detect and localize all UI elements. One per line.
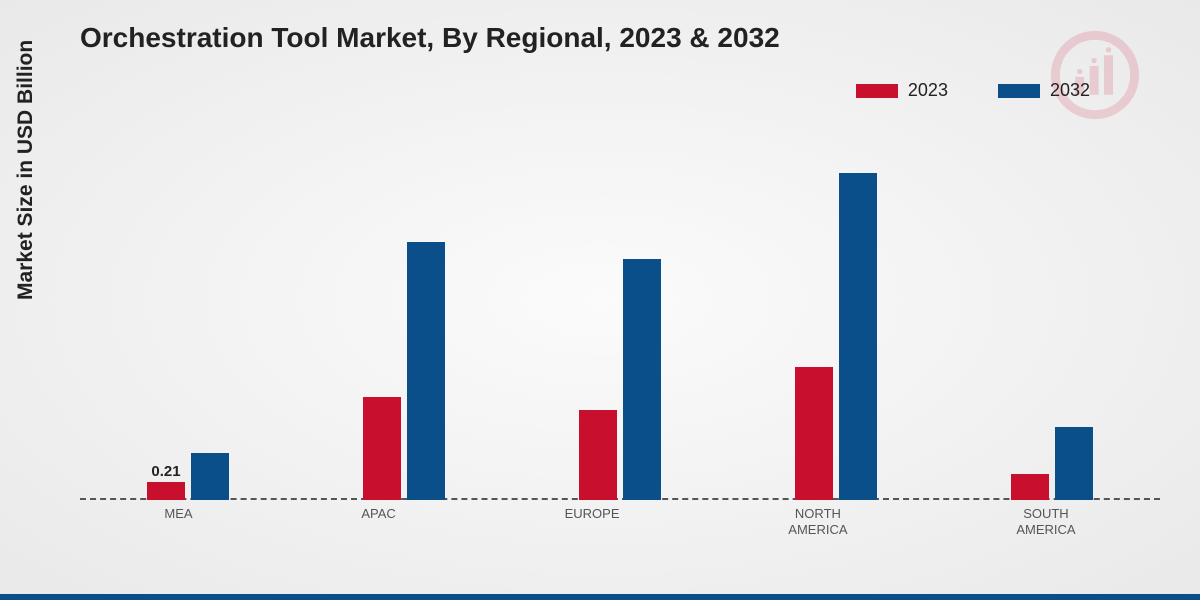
- bar-group: [795, 173, 877, 500]
- legend-swatch-2032: [998, 84, 1040, 98]
- bar-group: 0.21: [147, 453, 229, 500]
- bar-groups: 0.21: [80, 130, 1160, 500]
- bar-group: [363, 242, 445, 500]
- bar-value-label: 0.21: [151, 463, 180, 480]
- x-axis-category-label: EUROPE: [565, 500, 620, 522]
- x-axis-category-label: SOUTH AMERICA: [1016, 500, 1075, 537]
- legend-swatch-2023: [856, 84, 898, 98]
- watermark-logo: [1050, 30, 1140, 120]
- bar-2032: [1055, 427, 1093, 500]
- bar-2023: [579, 410, 617, 500]
- bar-pair: [795, 173, 877, 500]
- bar-2032: [839, 173, 877, 500]
- bottom-rule: [0, 594, 1200, 600]
- bar-2023: [795, 367, 833, 500]
- y-axis-label: Market Size in USD Billion: [14, 40, 38, 300]
- bar-chart-circle-icon: [1050, 30, 1140, 120]
- bar-2032: [407, 242, 445, 500]
- legend-label: 2032: [1050, 80, 1090, 101]
- bar-pair: [1011, 427, 1093, 500]
- legend-label: 2023: [908, 80, 948, 101]
- chart-canvas: Orchestration Tool Market, By Regional, …: [0, 0, 1200, 600]
- legend: 2023 2032: [856, 80, 1090, 101]
- x-axis-category-label: NORTH AMERICA: [788, 500, 847, 537]
- bar-2023: [363, 397, 401, 500]
- bar-2032: [623, 259, 661, 500]
- bar-2023: [1011, 474, 1049, 500]
- x-axis-category-label: APAC: [361, 500, 395, 522]
- plot-area: 0.21 MEA APAC EUROPE NORTH AMERICA SOUTH AME…: [80, 130, 1160, 540]
- bar-pair: [579, 259, 661, 500]
- x-axis-category-label: MEA: [164, 500, 192, 522]
- bar-group: [579, 259, 661, 500]
- bar-2023: [147, 482, 185, 500]
- legend-item-2032: 2032: [998, 80, 1090, 101]
- x-axis-labels: MEA APAC EUROPE NORTH AMERICA SOUTH AMERICA: [80, 500, 1160, 540]
- bar-pair: 0.21: [147, 453, 229, 500]
- bar-group: [1011, 427, 1093, 500]
- chart-title: Orchestration Tool Market, By Regional, …: [80, 22, 780, 54]
- bar-pair: [363, 242, 445, 500]
- bar-2032: [191, 453, 229, 500]
- legend-item-2023: 2023: [856, 80, 948, 101]
